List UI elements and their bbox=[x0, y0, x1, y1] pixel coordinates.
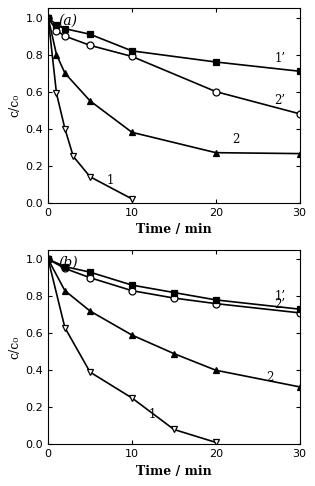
Text: 2: 2 bbox=[266, 371, 273, 384]
X-axis label: Time / min: Time / min bbox=[136, 465, 212, 478]
Text: 1’: 1’ bbox=[274, 52, 286, 65]
Text: (b): (b) bbox=[58, 256, 78, 270]
Text: 2’: 2’ bbox=[274, 298, 286, 311]
Y-axis label: c/c₀: c/c₀ bbox=[8, 335, 21, 359]
Y-axis label: c/c₀: c/c₀ bbox=[8, 94, 21, 117]
Text: 1: 1 bbox=[107, 174, 114, 187]
Text: 2: 2 bbox=[232, 133, 240, 146]
Text: 1’: 1’ bbox=[274, 290, 286, 303]
Text: (a): (a) bbox=[58, 14, 77, 28]
Text: 1: 1 bbox=[149, 408, 156, 421]
X-axis label: Time / min: Time / min bbox=[136, 223, 212, 236]
Text: 2’: 2’ bbox=[274, 94, 286, 107]
